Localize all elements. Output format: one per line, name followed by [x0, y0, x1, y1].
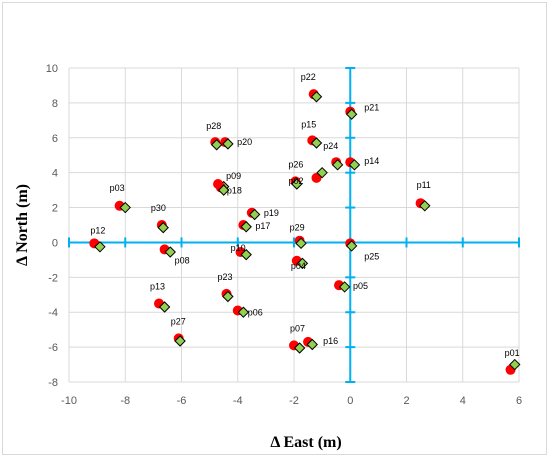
point-red-p02	[311, 172, 322, 183]
point-label-p10: p10	[231, 243, 246, 253]
point-label-p03: p03	[110, 183, 125, 193]
point-label-p01: p01	[505, 348, 520, 358]
point-green-p06	[237, 306, 250, 318]
point-green-p26	[291, 178, 303, 190]
point-label-p18: p18	[227, 185, 242, 195]
data-marks	[89, 89, 521, 375]
point-label-p12: p12	[90, 225, 105, 235]
y-tick-label: 8	[52, 98, 58, 110]
point-green-p04	[296, 257, 309, 270]
x-tick-label: 6	[516, 395, 522, 407]
x-tick-label: -4	[233, 395, 243, 407]
y-tick-label: -6	[48, 342, 58, 354]
point-green-p17	[240, 221, 252, 233]
x-tick-label: -2	[289, 395, 299, 407]
x-tick-label: -8	[120, 395, 130, 407]
point-label-p07: p07	[290, 323, 305, 333]
point-green-p03	[119, 201, 131, 214]
y-tick-label: 4	[52, 168, 58, 180]
point-green-p14	[348, 159, 361, 171]
point-label-p27: p27	[171, 316, 186, 326]
point-green-p18	[217, 184, 230, 196]
y-tick-label: 0	[52, 237, 58, 249]
y-tick-label: 2	[52, 203, 58, 215]
y-tick-label: 10	[46, 63, 58, 75]
x-tick-label: 4	[460, 395, 466, 407]
x-tick-label: -6	[177, 395, 187, 407]
point-label-p09: p09	[226, 171, 241, 181]
point-green-p08	[164, 246, 176, 258]
point-label-p15: p15	[301, 119, 316, 129]
point-label-p06: p06	[248, 307, 263, 317]
point-label-p21: p21	[364, 103, 379, 113]
point-green-p15	[310, 137, 323, 149]
point-green-p27	[174, 335, 186, 347]
point-label-p11: p11	[417, 180, 431, 190]
point-green-p05	[338, 281, 351, 293]
point-label-p04: p04	[291, 261, 306, 271]
y-tick-label: 6	[52, 133, 58, 145]
point-label-p20: p20	[237, 137, 252, 147]
point-label-p29: p29	[290, 223, 305, 233]
point-green-p12	[94, 241, 106, 253]
point-label-p26: p26	[288, 159, 303, 169]
point-green-p19	[248, 208, 261, 221]
x-tick-label: -10	[61, 395, 77, 407]
point-green-p16	[306, 338, 318, 351]
point-green-p23	[222, 290, 234, 303]
point-green-p21	[345, 108, 358, 120]
point-green-p25	[345, 240, 358, 252]
point-label-p22: p22	[301, 72, 316, 82]
point-label-p25: p25	[364, 251, 379, 261]
point-label-p23: p23	[218, 272, 233, 282]
y-tick-label: -4	[48, 307, 58, 319]
point-green-p20	[222, 138, 234, 150]
point-label-p19: p19	[264, 208, 279, 218]
y-tick-label: -8	[48, 377, 58, 389]
point-label-p08: p08	[175, 255, 190, 265]
x-tick-label: 0	[347, 395, 353, 407]
point-label-p30: p30	[151, 203, 166, 213]
point-label-p16: p16	[323, 336, 338, 346]
point-green-p28	[210, 139, 223, 151]
point-label-p13: p13	[150, 282, 165, 292]
x-tick-label: 2	[403, 395, 409, 407]
point-green-p22	[310, 91, 323, 103]
point-green-p30	[157, 221, 169, 234]
point-green-p02	[316, 166, 328, 179]
point-green-p01	[509, 358, 521, 371]
y-tick-label: -2	[48, 272, 58, 284]
point-label-p28: p28	[206, 121, 221, 131]
point-label-p14: p14	[364, 156, 379, 166]
point-green-p13	[158, 301, 171, 313]
point-green-p29	[295, 237, 307, 250]
y-axis-title: Δ North (m)	[14, 184, 31, 266]
point-labels: p01 p02 p03 p04 p05 p06 p07 p08 p09 p10 p11 p12 p13 p…	[90, 72, 519, 358]
point-green-p10	[240, 248, 252, 261]
point-green-p07	[293, 342, 306, 354]
point-green-p24	[331, 159, 344, 171]
point-label-p24: p24	[323, 141, 338, 151]
point-label-p02: p02	[289, 176, 304, 186]
point-label-p05: p05	[353, 281, 368, 291]
point-green-p11	[419, 200, 431, 212]
x-axis-title: Δ East (m)	[270, 434, 341, 451]
point-label-p17: p17	[255, 221, 270, 231]
